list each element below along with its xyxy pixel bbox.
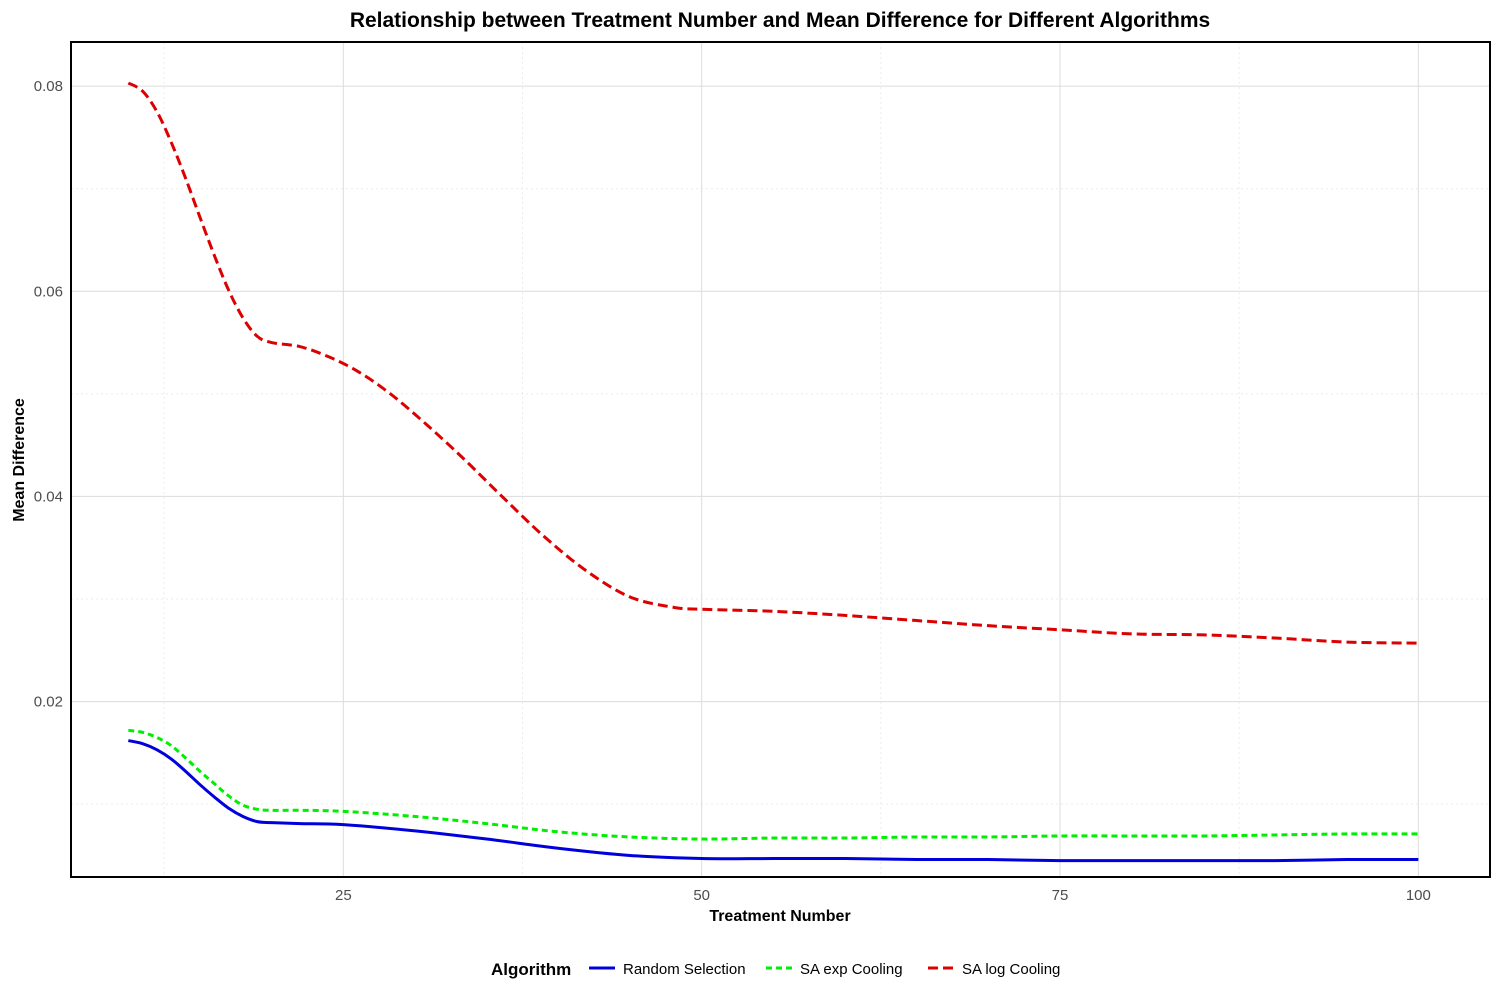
plot-border xyxy=(70,41,1491,878)
y-tick-label: 0.04 xyxy=(34,488,63,505)
x-tick-label: 75 xyxy=(1052,887,1069,904)
legend-label-sa-exp-cooling: SA exp Cooling xyxy=(800,961,903,978)
series-line-sa-exp-cooling xyxy=(128,728,1419,841)
y-axis-ticks: 0.02 0.04 0.06 0.08 xyxy=(34,78,63,710)
y-axis-title: Mean Difference xyxy=(11,398,28,522)
y-tick-label: 0.02 xyxy=(34,694,63,711)
series-line-random-selection xyxy=(128,739,1419,863)
x-tick-label: 100 xyxy=(1406,887,1431,904)
grid xyxy=(71,42,1490,877)
y-tick-label: 0.08 xyxy=(34,78,63,95)
x-tick-label: 25 xyxy=(335,887,352,904)
y-tick-label: 0.06 xyxy=(34,283,63,300)
legend-label-sa-log-cooling: SA log Cooling xyxy=(962,961,1060,978)
legend-title: Algorithm xyxy=(491,960,571,979)
x-tick-label: 50 xyxy=(693,887,710,904)
chart-title: Relationship between Treatment Number an… xyxy=(350,9,1210,32)
legend: Algorithm Random Selection SA exp Cooling… xyxy=(491,960,1060,979)
series-line-sa-log-cooling xyxy=(127,81,1419,645)
x-axis-ticks: 25 50 75 100 xyxy=(335,887,1431,904)
series-lines xyxy=(127,81,1419,863)
x-axis-title: Treatment Number xyxy=(709,908,850,925)
legend-label-random-selection: Random Selection xyxy=(623,961,746,978)
